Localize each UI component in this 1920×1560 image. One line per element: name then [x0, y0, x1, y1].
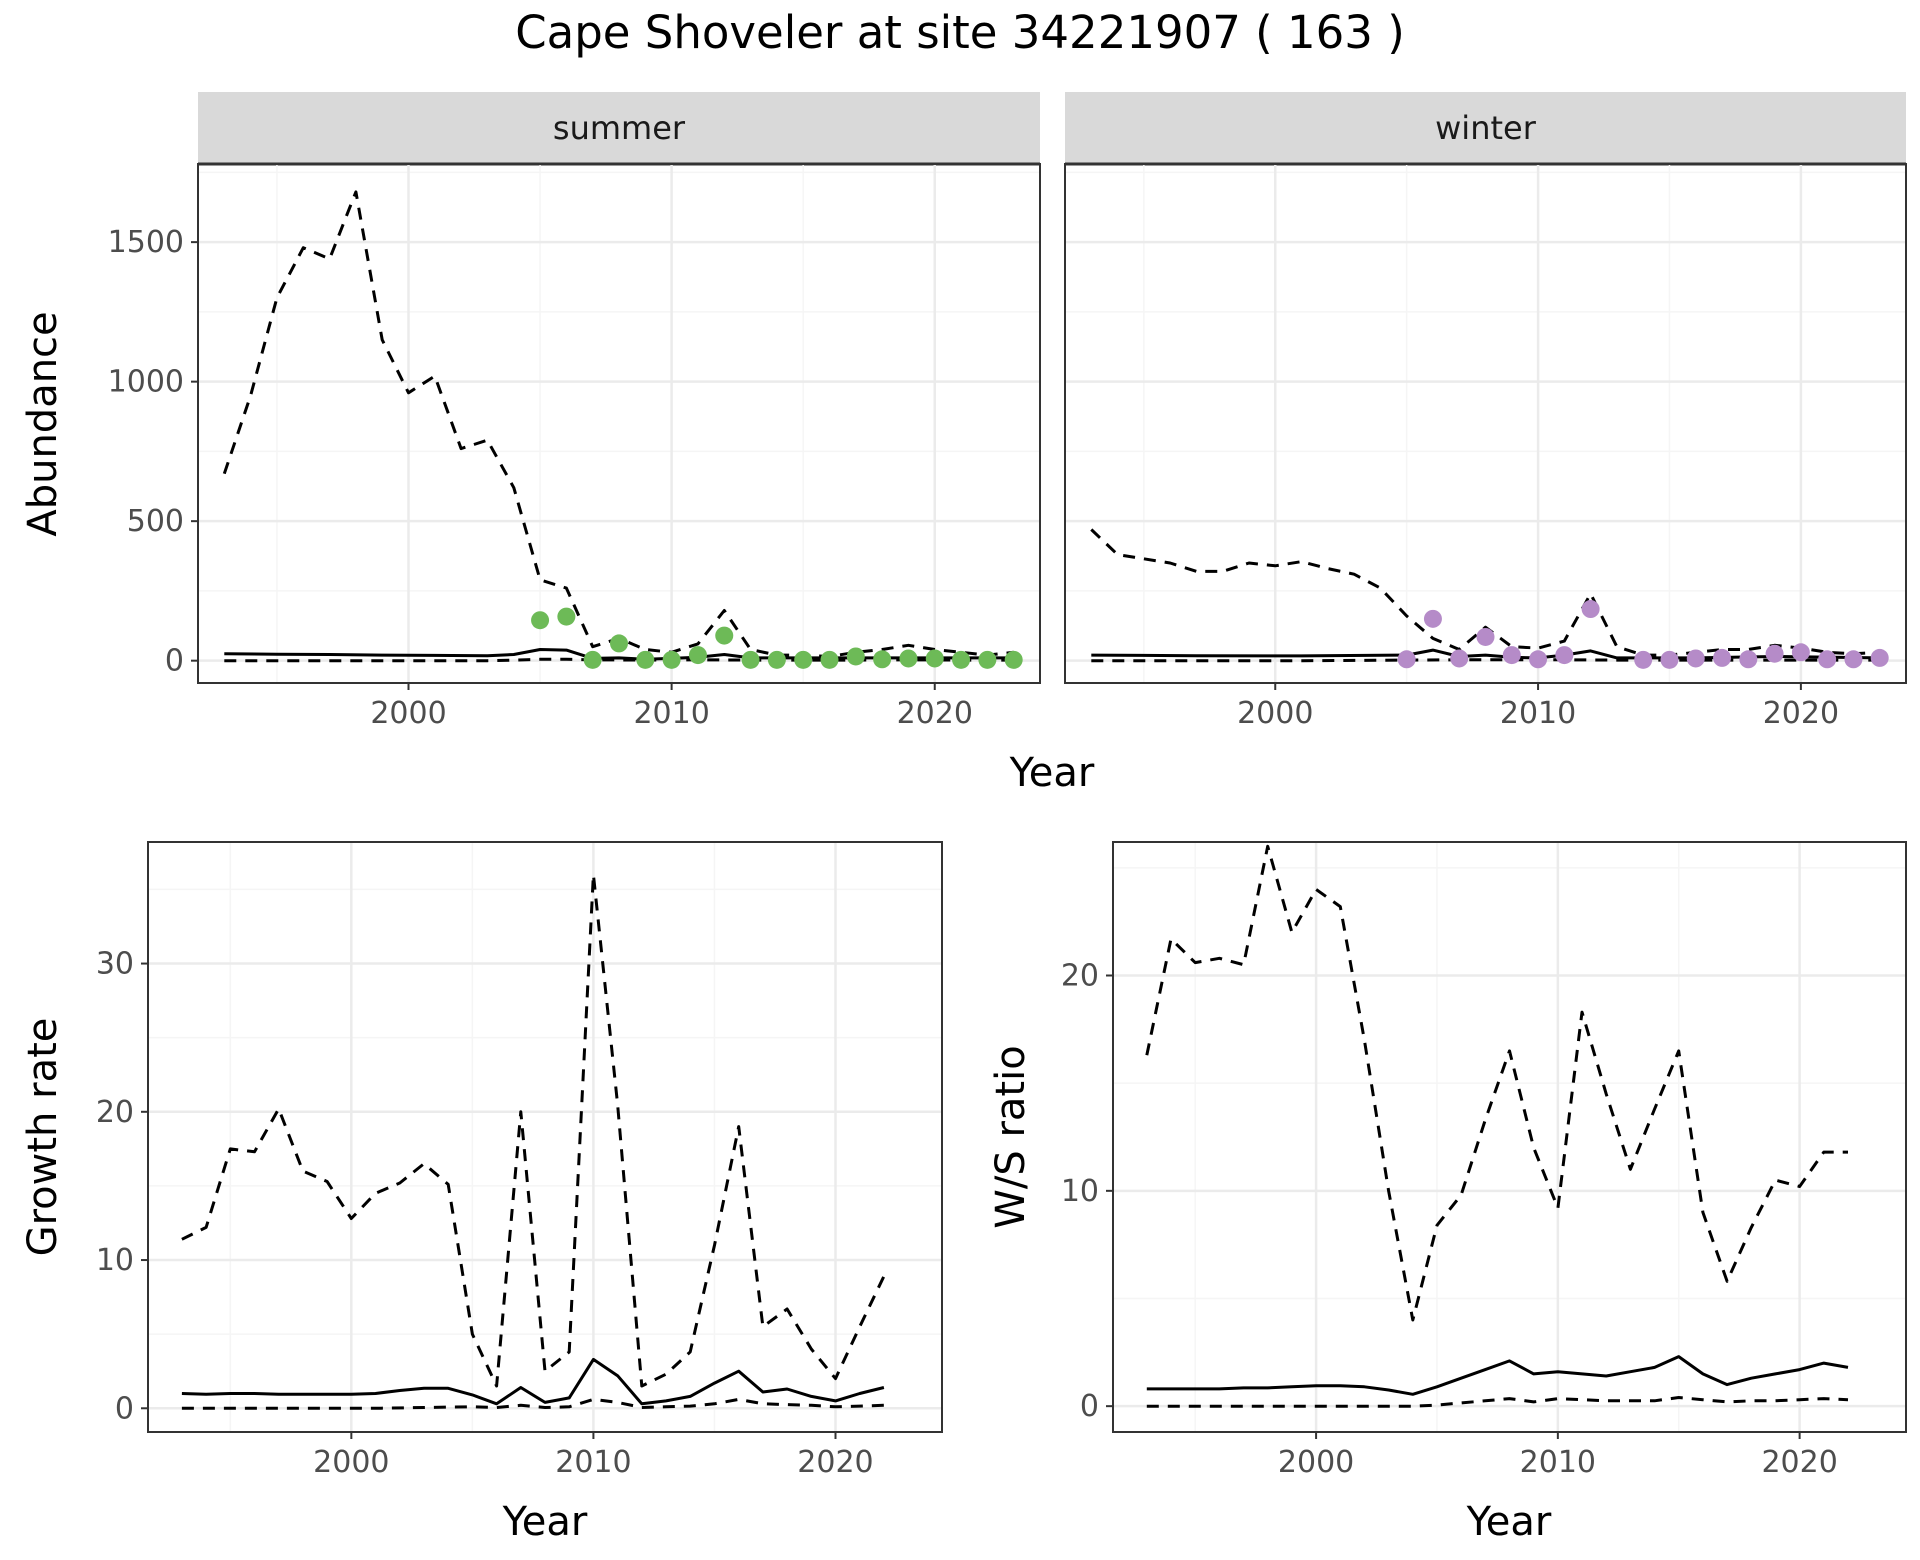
solid-series-line-0 [1091, 648, 1880, 660]
observed-count-point [1397, 650, 1416, 669]
facet-strip-label: winter [1435, 109, 1537, 147]
observed-count-point [688, 646, 707, 665]
y-tick-label: 0 [165, 644, 184, 679]
plot-area [222, 190, 1023, 669]
y-axis-title: Growth rate [20, 1018, 66, 1257]
plot-area [1145, 844, 1849, 1408]
observed-count-point [557, 607, 576, 626]
y-tick-label: 500 [127, 504, 184, 539]
y-tick-label: 20 [1061, 959, 1099, 994]
facet-strip [1065, 92, 1906, 164]
plot-area [181, 873, 886, 1410]
observed-count-point [952, 650, 971, 669]
y-tick-label: 0 [1080, 1389, 1099, 1424]
ws-ratio-panel: 2000 2010 2020 0 10 20 W/S ratio Year [988, 841, 1907, 1545]
y-tick-label: 10 [1061, 1174, 1099, 1209]
observed-count-point [1581, 600, 1600, 619]
grid [148, 842, 942, 1432]
observed-count-point [820, 650, 839, 669]
observed-count-point [1818, 650, 1837, 669]
grid [198, 164, 1040, 683]
y-tick-label: 1000 [108, 365, 184, 400]
y-axis-title: W/S ratio [988, 1045, 1034, 1228]
panel-border [147, 841, 943, 1433]
y-tick-label: 30 [96, 947, 134, 982]
observed-count-point [531, 611, 550, 630]
observed-count-point [846, 647, 865, 666]
x-tick-label: 2000 [313, 1445, 389, 1480]
panel-border [1064, 163, 1907, 684]
facet-strip-label: summer [553, 109, 686, 147]
observed-count-point [662, 650, 681, 669]
observed-count-point [794, 650, 813, 669]
x-tick-label: 2000 [1278, 1445, 1354, 1480]
observed-count-point [925, 649, 944, 668]
observed-count-point [873, 650, 892, 669]
observed-count-point [1739, 650, 1758, 669]
observed-count-point [899, 649, 918, 668]
x-tick-label: 2000 [1237, 696, 1313, 731]
dashed-series-line-1 [1146, 1396, 1849, 1408]
dashed-series-line-2 [1090, 528, 1880, 657]
x-tick-label: 2020 [1763, 696, 1839, 731]
figure-title: Cape Shoveler at site 34221907 ( 163 ) [515, 6, 1405, 59]
observed-count-point [1870, 648, 1889, 667]
shared-x-axis-title: Year [1009, 750, 1095, 796]
observed-count-point [1423, 609, 1442, 628]
facet-strip [198, 92, 1040, 164]
dashed-series-line-1 [224, 657, 1014, 663]
observed-count-point [636, 650, 655, 669]
observed-count-point [610, 634, 628, 653]
y-tick-label: 20 [96, 1095, 134, 1130]
x-tick-label: 2010 [1520, 1445, 1596, 1480]
dashed-series-line-2 [181, 873, 886, 1388]
x-tick-label: 2000 [370, 696, 446, 731]
observed-count-point [1476, 627, 1495, 646]
observed-count-point [767, 650, 786, 669]
x-axis-title: Year [502, 1499, 588, 1545]
panel-border [1112, 841, 1907, 1433]
observed-count-point [978, 650, 997, 669]
observed-count-point [1660, 650, 1679, 669]
dashed-series-line-2 [222, 190, 1014, 658]
x-tick-label: 2020 [1761, 1445, 1837, 1480]
observed-count-point [1686, 649, 1705, 668]
dashed-series-line-1 [181, 1397, 884, 1410]
growth-rate-panel: 2000 2010 2020 0 10 20 30 Growth rate Year [20, 841, 943, 1545]
observed-count-point [1765, 644, 1784, 663]
observed-count-point [1555, 646, 1574, 665]
grid [1113, 842, 1906, 1432]
observed-count-point [715, 626, 734, 645]
observed-count-point [1791, 643, 1810, 662]
y-axis-title: Abundance [20, 311, 66, 536]
observed-count-point [1004, 650, 1023, 669]
y-tick-label: 0 [115, 1391, 134, 1426]
observed-count-point [741, 650, 760, 669]
observed-count-point [583, 650, 602, 669]
x-tick-label: 2020 [897, 696, 973, 731]
observed-count-point [1529, 650, 1548, 669]
y-tick-label: 10 [96, 1243, 134, 1278]
observed-count-point [1634, 650, 1653, 669]
grid [1065, 164, 1906, 683]
dashed-series-line-2 [1145, 844, 1848, 1322]
x-tick-label: 2010 [633, 696, 709, 731]
solid-series-line-0 [1146, 1355, 1849, 1396]
x-axis-title: Year [1466, 1499, 1552, 1545]
y-tick-label: 1500 [108, 225, 184, 260]
winter-abundance-panel: winter 2000 2010 2020 [1064, 92, 1907, 731]
x-tick-label: 2010 [555, 1445, 631, 1480]
x-tick-label: 2020 [797, 1445, 873, 1480]
observed-count-point [1450, 649, 1469, 668]
panel-border [197, 163, 1041, 684]
solid-series-line-0 [181, 1357, 885, 1406]
observed-count-point [1844, 650, 1863, 669]
observed-count-point [1502, 646, 1521, 665]
plot-area [1090, 528, 1889, 669]
x-tick-label: 2010 [1500, 696, 1576, 731]
summer-abundance-panel: summer 2000 2010 2020 0 500 1000 1500 Abundance [20, 92, 1041, 731]
observed-count-point [1713, 648, 1732, 667]
